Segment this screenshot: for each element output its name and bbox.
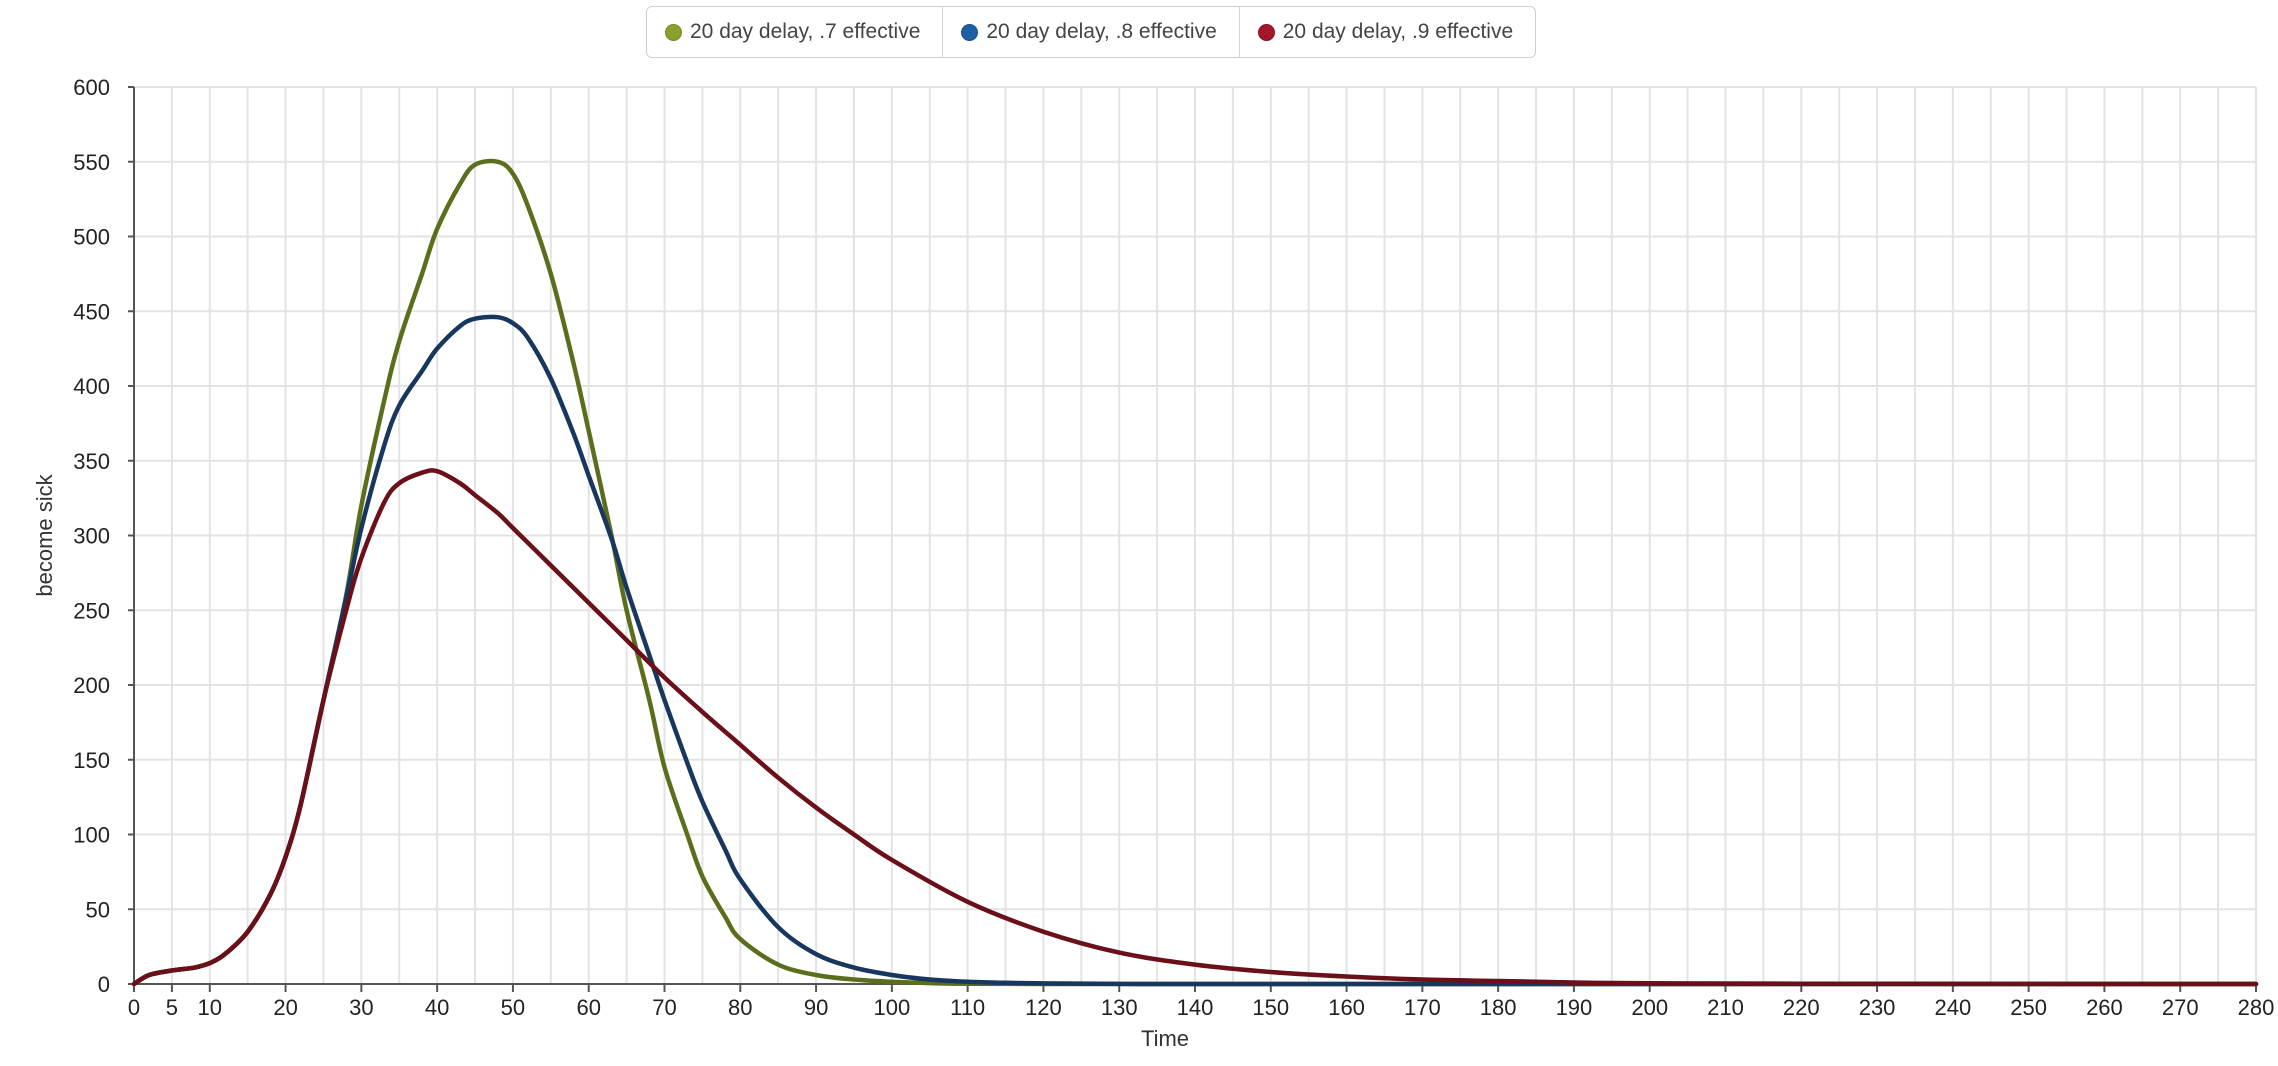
x-tick-label: 230 <box>1859 995 1896 1020</box>
y-axis-title: become sick <box>32 473 57 596</box>
x-tick-label: 190 <box>1556 995 1593 1020</box>
x-tick-label: 140 <box>1177 995 1214 1020</box>
axes <box>128 86 2257 992</box>
x-tick-label: 10 <box>198 995 222 1020</box>
legend-label: 20 day delay, .8 effective <box>986 20 1217 43</box>
x-tick-label: 120 <box>1025 995 1062 1020</box>
y-tick-label: 100 <box>73 823 110 848</box>
chart-legend: 20 day delay, .7 effective 20 day delay,… <box>646 6 1537 58</box>
x-tick-label: 260 <box>2086 995 2123 1020</box>
x-tick-label: 100 <box>873 995 910 1020</box>
x-tick-label: 60 <box>576 995 600 1020</box>
x-tick-label: 5 <box>166 995 178 1020</box>
x-tick-label: 150 <box>1252 995 1289 1020</box>
x-tick-label: 50 <box>501 995 525 1020</box>
x-tick-label: 210 <box>1707 995 1744 1020</box>
x-tick-label: 250 <box>2010 995 2047 1020</box>
x-tick-label: 160 <box>1328 995 1365 1020</box>
y-tick-label: 400 <box>73 374 110 399</box>
x-tick-label: 170 <box>1404 995 1441 1020</box>
y-tick-label: 600 <box>73 75 110 100</box>
x-tick-label: 40 <box>425 995 449 1020</box>
x-tick-label: 30 <box>349 995 373 1020</box>
x-tick-label: 130 <box>1101 995 1138 1020</box>
legend-label: 20 day delay, .9 effective <box>1282 20 1514 43</box>
legend-item-series-2[interactable]: 20 day delay, .8 effective <box>942 7 1238 57</box>
series-lines <box>131 158 2259 987</box>
x-tick-label: 270 <box>2162 995 2199 1020</box>
x-tick-label: 110 <box>950 995 985 1020</box>
x-tick-label: 280 <box>2238 995 2275 1020</box>
y-tick-label: 0 <box>98 972 110 997</box>
x-tick-label: 80 <box>728 995 752 1020</box>
legend-label: 20 day delay, .7 effective <box>690 20 921 43</box>
y-tick-label: 350 <box>73 449 110 474</box>
x-tick-label: 240 <box>1934 995 1971 1020</box>
x-tick-label: 70 <box>652 995 676 1020</box>
x-axis-title: Time <box>1141 1026 1189 1051</box>
legend-item-series-1[interactable]: 20 day delay, .7 effective <box>647 7 942 57</box>
y-tick-label: 50 <box>86 897 110 922</box>
y-tick-label: 500 <box>73 225 110 250</box>
y-tick-label: 150 <box>73 748 110 773</box>
series-line-3 <box>131 468 2259 987</box>
x-tick-label: 20 <box>273 995 297 1020</box>
legend-item-series-3[interactable]: 20 day delay, .9 effective <box>1238 7 1535 57</box>
x-tick-label: 0 <box>128 995 140 1020</box>
x-tick-label: 200 <box>1631 995 1668 1020</box>
x-tick-label: 180 <box>1480 995 1517 1020</box>
tick-labels: 0 50 100 150 200 250 300 350 400 450 500 550 600 0 5 10… <box>73 75 2274 1020</box>
x-tick-label: 220 <box>1783 995 1820 1020</box>
legend-dot-icon <box>665 23 682 41</box>
legend-dot-icon <box>961 23 979 41</box>
y-tick-label: 250 <box>73 598 110 623</box>
y-tick-label: 300 <box>73 524 110 549</box>
grid-lines <box>133 86 2257 985</box>
y-tick-label: 550 <box>73 150 110 175</box>
y-tick-label: 200 <box>73 673 110 698</box>
y-tick-label: 450 <box>73 299 110 324</box>
x-tick-label: 90 <box>804 995 828 1020</box>
legend-dot-icon <box>1257 23 1275 41</box>
